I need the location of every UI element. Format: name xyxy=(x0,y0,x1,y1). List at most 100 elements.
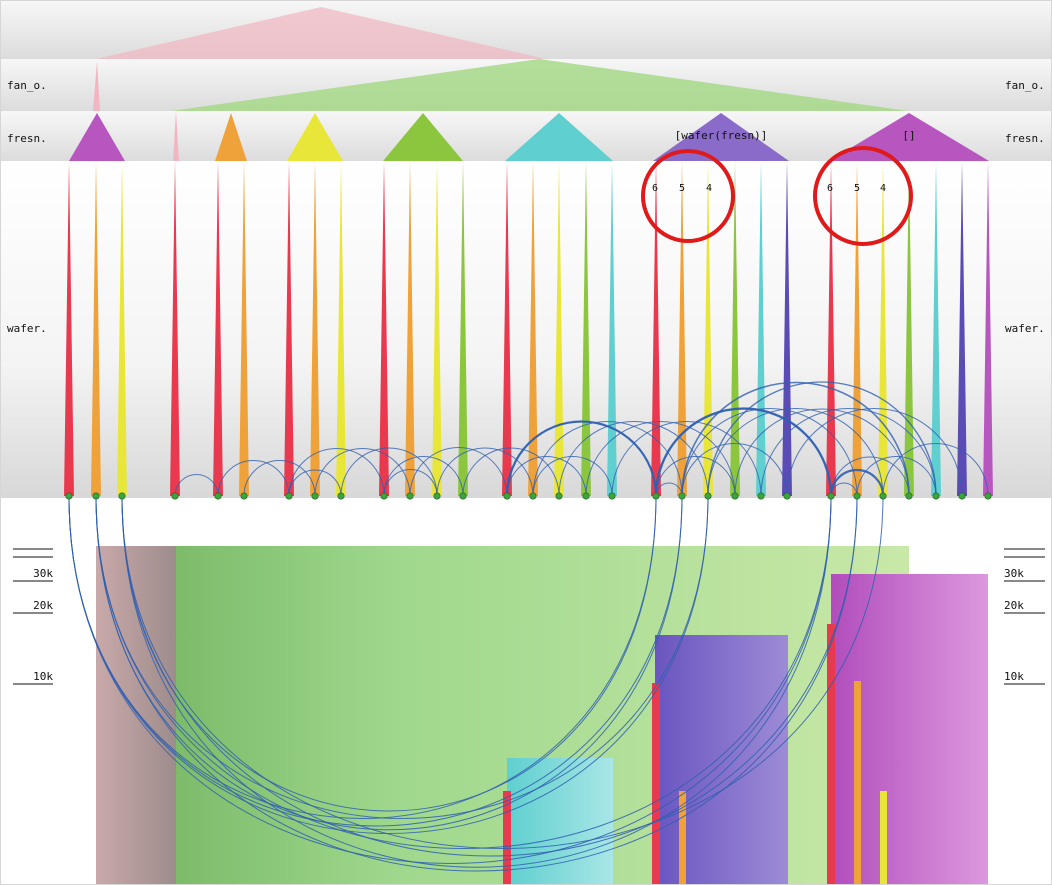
leaf-node[interactable] xyxy=(783,492,791,500)
fresh-triangle-magenta xyxy=(69,113,125,161)
histogram xyxy=(96,546,988,884)
leaf-spike xyxy=(91,161,101,496)
leaf-node[interactable] xyxy=(905,492,913,500)
link-arc xyxy=(288,448,385,497)
link-arc xyxy=(681,443,788,497)
link-arc xyxy=(856,456,937,497)
link-arc xyxy=(383,456,464,497)
highlight-number: 6 xyxy=(827,183,833,194)
leaf-node[interactable] xyxy=(529,492,537,500)
level-label-fan-out-right: fan_o. xyxy=(1005,79,1045,92)
leaf-node[interactable] xyxy=(92,492,100,500)
link-arc xyxy=(882,443,989,497)
leaf-node[interactable] xyxy=(240,492,248,500)
link-arc xyxy=(243,460,316,497)
leaf-spikes xyxy=(64,161,993,496)
leaf-node[interactable] xyxy=(503,492,511,500)
leaf-node[interactable] xyxy=(608,492,616,500)
leaf-spike xyxy=(904,161,914,496)
leaf-spike xyxy=(284,161,294,496)
link-arc xyxy=(681,381,910,497)
link-arc xyxy=(174,474,219,497)
link-arc xyxy=(707,381,937,497)
leaf-node[interactable] xyxy=(555,492,563,500)
link-arc-lower xyxy=(121,495,884,849)
leaf-node[interactable] xyxy=(958,492,966,500)
link-arc xyxy=(829,468,885,497)
fresh-triangle-purple xyxy=(653,113,789,161)
leaf-spike xyxy=(239,161,249,496)
leaf-spike xyxy=(581,161,591,496)
leaf-node[interactable] xyxy=(678,492,686,500)
level-label-fresh: fresn. xyxy=(7,132,47,145)
leaf-spike xyxy=(554,161,564,496)
leaf-node[interactable] xyxy=(652,492,660,500)
leaf-spike xyxy=(405,161,415,496)
leaf-node[interactable] xyxy=(879,492,887,500)
leaf-node[interactable] xyxy=(853,492,861,500)
link-arc xyxy=(288,469,342,497)
link-arcs xyxy=(68,381,989,872)
leaf-node[interactable] xyxy=(757,492,765,500)
leaf-spike xyxy=(458,161,468,496)
histogram-subbar-red xyxy=(503,791,511,884)
link-arc xyxy=(681,408,858,497)
leaf-spike xyxy=(756,161,766,496)
leaf-node[interactable] xyxy=(433,492,441,500)
y-axis-right: 30k 20k 10k xyxy=(1004,548,1045,685)
leaf-spike xyxy=(213,161,223,496)
leaf-node[interactable] xyxy=(337,492,345,500)
root-triangle xyxy=(96,7,546,59)
highlight-number: 5 xyxy=(679,183,685,194)
leaf-node[interactable] xyxy=(932,492,940,500)
leaf-node[interactable] xyxy=(582,492,590,500)
link-arc xyxy=(506,456,587,497)
histogram-subbar-red xyxy=(827,624,835,884)
axis-tick-label: 10k xyxy=(1004,670,1024,683)
leaf-node[interactable] xyxy=(731,492,739,500)
link-arc xyxy=(655,456,736,497)
leaf-nodes xyxy=(65,492,992,500)
leaf-node[interactable] xyxy=(285,492,293,500)
leaf-spike xyxy=(878,161,888,496)
leaf-node[interactable] xyxy=(214,492,222,500)
axis-tick-label: 10k xyxy=(33,670,53,683)
leaf-node[interactable] xyxy=(118,492,126,500)
leaf-spike xyxy=(677,161,687,496)
leaf-node[interactable] xyxy=(704,492,712,500)
link-arc xyxy=(505,420,658,497)
histogram-subbar-orange xyxy=(854,681,861,884)
leaf-node[interactable] xyxy=(65,492,73,500)
level-label-wafer-right: wafer. xyxy=(1005,322,1045,335)
highlight-number: 4 xyxy=(706,183,712,194)
leaf-node[interactable] xyxy=(406,492,414,500)
link-arc xyxy=(314,448,411,497)
leaf-spike xyxy=(826,161,836,496)
leaf-spike xyxy=(782,161,792,496)
link-arc xyxy=(786,408,963,497)
leaf-spike xyxy=(336,161,346,496)
histogram-bar-purple xyxy=(655,635,788,884)
axis-tick-label: 20k xyxy=(1004,599,1024,612)
link-arc-lower xyxy=(121,495,858,857)
leaf-node[interactable] xyxy=(171,492,179,500)
leaf-spike xyxy=(379,161,389,496)
leaf-spike xyxy=(703,161,713,496)
leaf-node[interactable] xyxy=(380,492,388,500)
leaf-spike xyxy=(310,161,320,496)
link-arc-lower xyxy=(121,495,657,812)
leaf-spike xyxy=(502,161,512,496)
fresh-stem-pink xyxy=(173,111,179,161)
leaf-node[interactable] xyxy=(459,492,467,500)
highlight-circle-right xyxy=(813,146,913,246)
leaf-node[interactable] xyxy=(984,492,992,500)
leaf-node[interactable] xyxy=(311,492,319,500)
leaf-spike xyxy=(117,161,127,496)
link-arc xyxy=(830,456,910,497)
link-arc xyxy=(654,407,833,497)
axis-tick-label: 20k xyxy=(33,599,53,612)
level-label-fresh-right: fresn. xyxy=(1005,132,1045,145)
leaf-node[interactable] xyxy=(827,492,835,500)
